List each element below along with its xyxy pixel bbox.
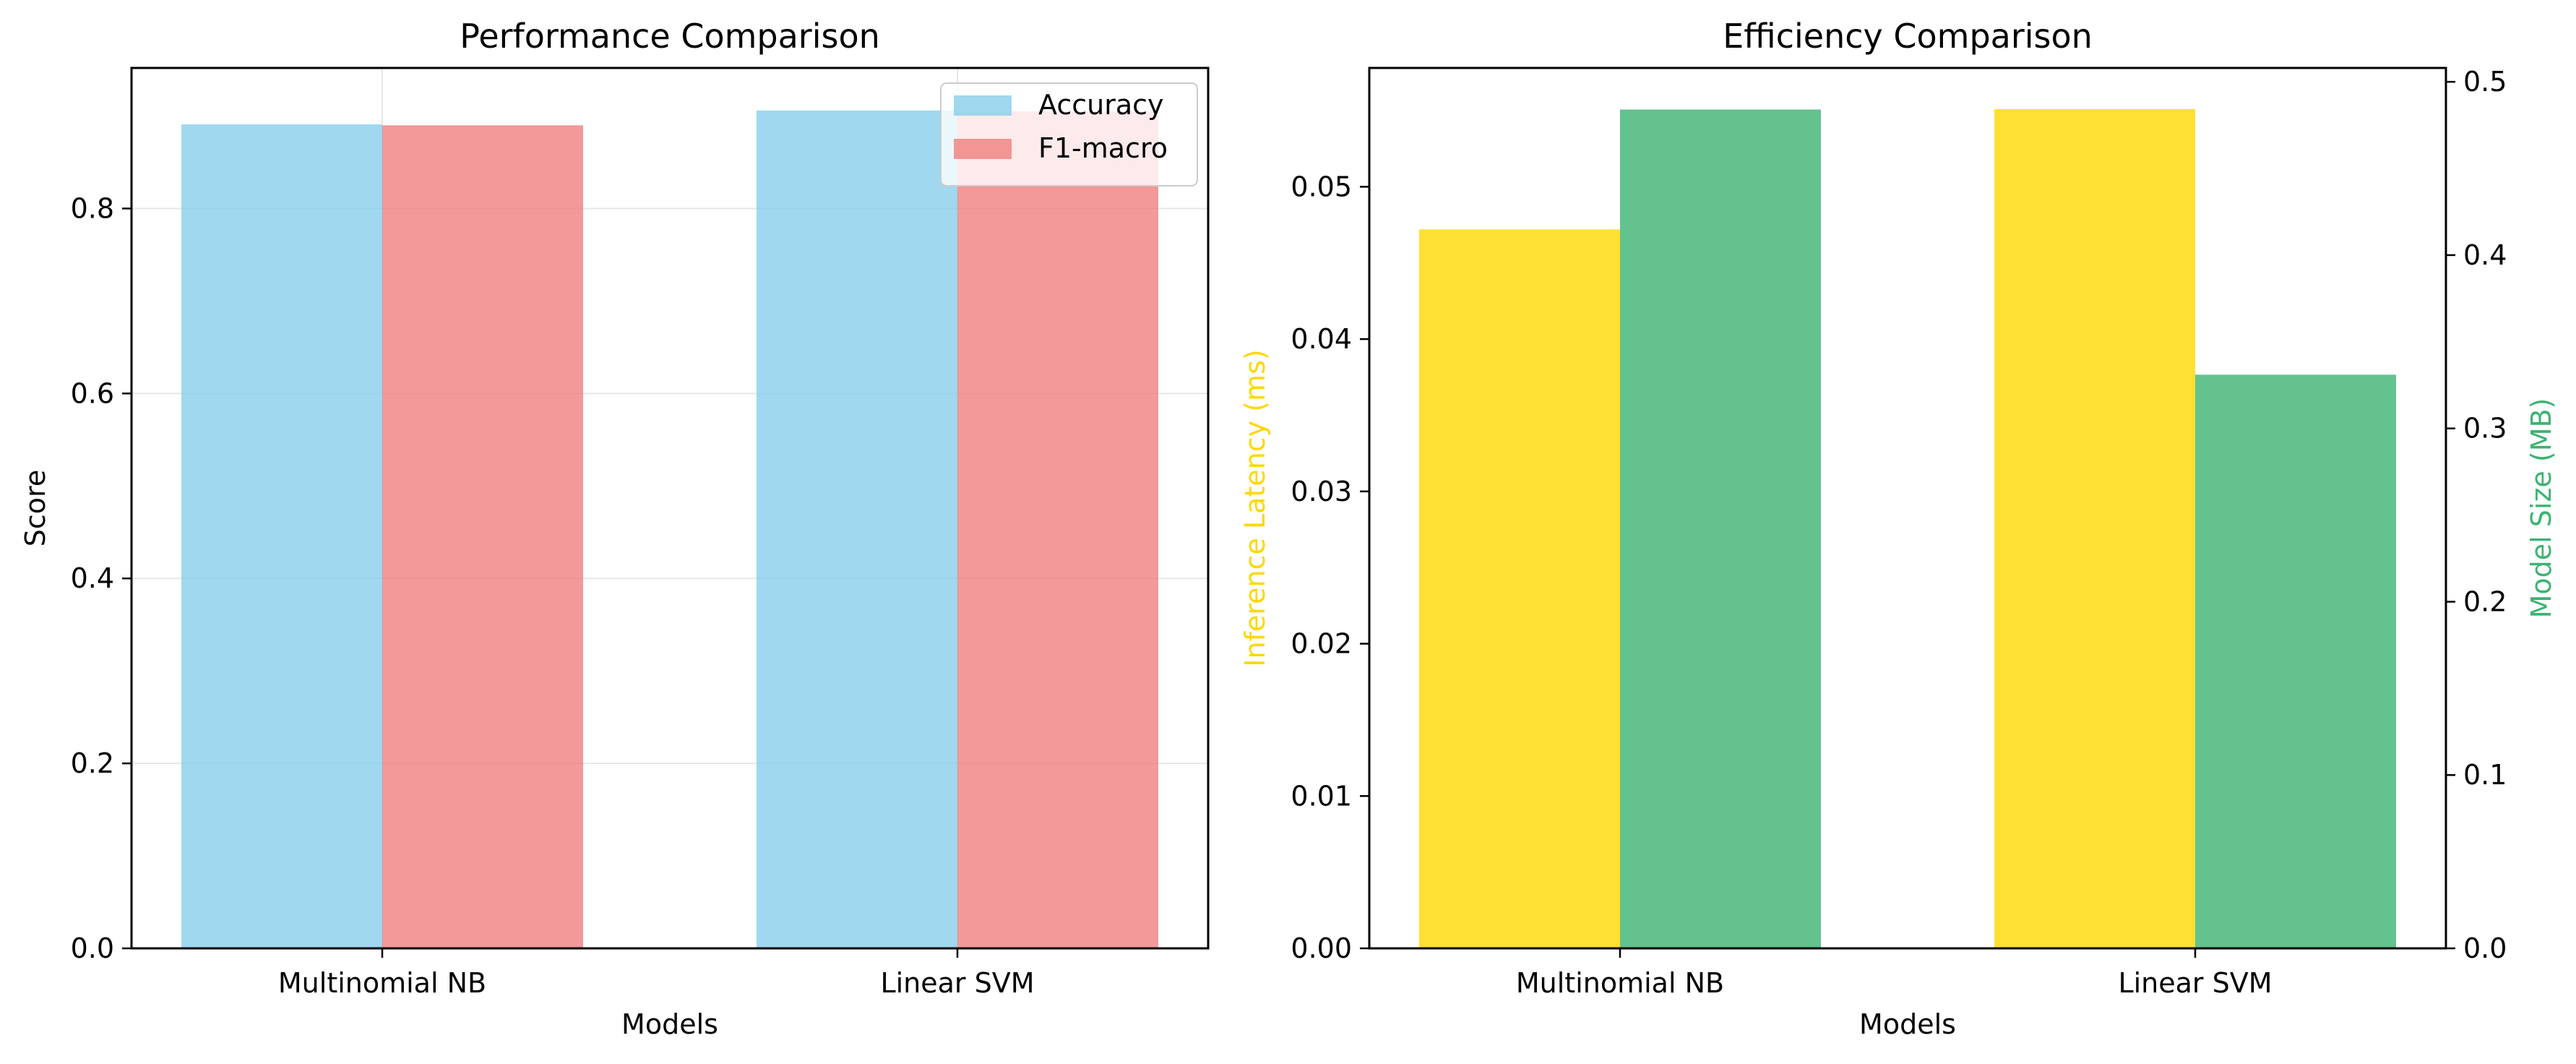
chart-title: Efficiency Comparison: [1723, 17, 2093, 56]
performance-chart: Performance Comparison 0.0 0.2 0.4 0.6 0.8 M…: [20, 17, 1210, 1040]
plot-frame: [130, 66, 1210, 950]
bar-inference-latency-ms-1: [1419, 229, 1620, 948]
x-tick-label: Linear SVM: [880, 967, 1034, 999]
y-tick-label: 0.8: [71, 192, 114, 224]
chart-title: Performance Comparison: [460, 17, 880, 56]
x-axis: Multinomial NB Linear SVM: [1516, 948, 2273, 999]
legend-label: F1-macro: [1038, 132, 1168, 164]
legend-swatch: [954, 95, 1012, 116]
y-tick-label: 0.6: [71, 377, 114, 409]
y-tick-label: 0.05: [1291, 171, 1352, 202]
bar-group: [1419, 108, 2396, 948]
bar-model-size-mb-1: [1620, 109, 1821, 948]
y-tick-label: 0.02: [1291, 628, 1352, 660]
bar-f1-macro-1: [382, 125, 583, 949]
y-tick-label: 0.03: [1291, 476, 1352, 507]
x-axis-label: Models: [1859, 1008, 1956, 1040]
y-tick-label: 0.5: [2463, 66, 2507, 98]
legend-swatch: [954, 139, 1012, 159]
y-tick-label: 0.4: [71, 562, 114, 594]
y-tick-label: 0.2: [71, 747, 114, 779]
x-axis-label: Models: [621, 1008, 718, 1040]
x-tick-label: Multinomial NB: [278, 967, 486, 999]
y-axis-right-label: Model Size (MB): [2525, 398, 2557, 619]
bar-accuracy-1: [181, 124, 382, 949]
y-tick-label: 0.1: [2463, 759, 2507, 791]
y-tick-label: 0.3: [2463, 413, 2507, 445]
legend: Accuracy F1-macro: [940, 82, 1198, 186]
y-axis-right: 0.0 0.1 0.2 0.3 0.4 0.5: [2446, 66, 2507, 964]
bar-inference-latency-ms-2: [1994, 108, 2195, 948]
y-tick-label: 0.04: [1291, 323, 1352, 355]
y-axis-left-label: Inference Latency (ms): [1239, 349, 1271, 666]
efficiency-chart: Efficiency Comparison 0.000.010.020.030.…: [1239, 17, 2557, 1040]
bar-group: [181, 110, 1158, 949]
y-axis: 0.0 0.2 0.4 0.6 0.8: [71, 192, 132, 964]
bar-model-size-mb-2: [2195, 374, 2396, 948]
y-tick-label: 0.2: [2463, 585, 2507, 617]
bar-accuracy-2: [757, 110, 957, 949]
bar-f1-macro-2: [957, 111, 1158, 949]
y-tick-label: 0.00: [1291, 932, 1352, 964]
y-tick-label: 0.0: [71, 932, 114, 964]
x-tick-label: Linear SVM: [2118, 967, 2272, 999]
y-axis-label: Score: [20, 470, 51, 546]
y-axis-left: 0.00 0.01 0.02 0.03 0.04 0.05: [1291, 171, 1369, 964]
legend-label: Accuracy: [1038, 89, 1164, 121]
plot-frame: [1368, 66, 2447, 950]
y-tick-label: 0.0: [2463, 932, 2507, 964]
x-tick-label: Multinomial NB: [1516, 967, 1724, 999]
x-axis: Multinomial NB Linear SVM: [278, 948, 1035, 999]
y-tick-label: 0.4: [2463, 239, 2507, 271]
y-tick-label: 0.01: [1291, 780, 1352, 812]
